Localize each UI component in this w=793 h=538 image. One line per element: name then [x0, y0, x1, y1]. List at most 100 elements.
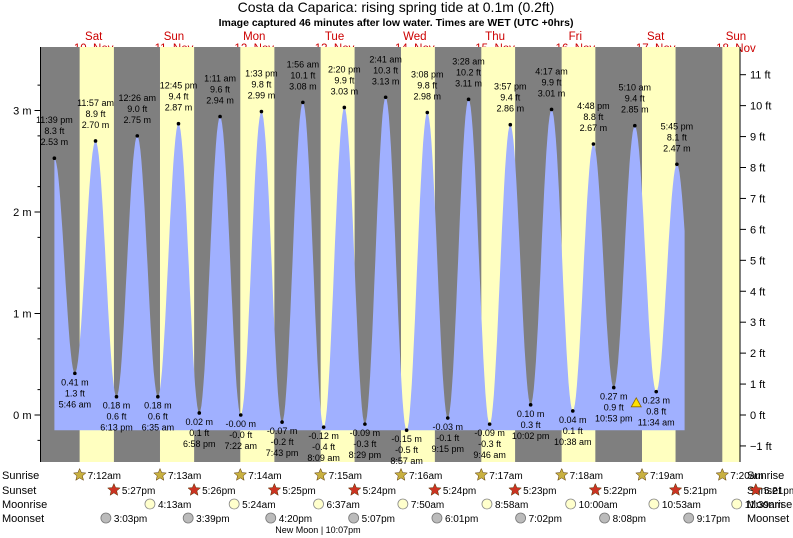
extreme-ft-label: 9.0 ft: [127, 104, 148, 114]
extreme-ft-label: 0.6 ft: [148, 412, 169, 422]
extreme-point: [197, 411, 202, 415]
sunrise-time: 7:14am: [248, 471, 281, 482]
right-tick-label: 11 ft: [750, 70, 771, 82]
moonrise-icon: [481, 498, 493, 510]
moonrise-icon: [144, 498, 156, 510]
extreme-point: [425, 110, 430, 115]
moonrise-time: 8:58am: [495, 500, 528, 511]
moonset-time: 6:01pm: [445, 514, 478, 525]
extreme-m-label: 0.41 m: [61, 377, 89, 387]
day-name-label: Sun: [726, 31, 746, 43]
sunset-icon: [187, 482, 201, 496]
extreme-point: [52, 156, 57, 161]
extreme-m-label: 0.23 m: [642, 396, 670, 406]
sunrise-time: 7:17am: [489, 471, 522, 482]
moonset-time: 3:03pm: [114, 514, 147, 525]
extreme-m-label: 2.67 m: [580, 123, 608, 133]
tide-extreme-labels: 11:39 pm8.3 ft2.53 m 0.41 m1.3 ft5:46 am 1…: [36, 54, 693, 466]
right-tick-label: 4 ft: [750, 286, 765, 298]
sunset-icon: [748, 482, 763, 496]
day-name-label: Thu: [485, 31, 505, 43]
extreme-point: [508, 122, 513, 127]
sunrise-time: 7:12am: [88, 471, 121, 482]
extreme-ft-label: 9.4 ft: [168, 92, 189, 102]
right-tick-label: 9 ft: [750, 132, 765, 144]
extreme-m-label: 3.11 m: [455, 78, 482, 88]
moonrise-icon: [228, 498, 240, 510]
extreme-time-label: 5:46 am: [59, 399, 92, 409]
extreme-m-label: 0.18 m: [103, 401, 131, 411]
right-tick-label: 5 ft: [750, 255, 765, 267]
extreme-time-label: 1:56 am: [287, 59, 320, 69]
sunrise-icon: [153, 467, 167, 481]
extreme-m-label: 2.53 m: [41, 137, 69, 147]
extreme-m-label: 2.99 m: [248, 91, 276, 101]
extreme-point: [611, 385, 616, 390]
moonset-icon: [348, 512, 360, 524]
extreme-point: [114, 394, 119, 399]
sunrise-time: 7:13am: [168, 471, 201, 482]
extreme-point: [675, 162, 679, 167]
right-tick-label: −1 ft: [750, 441, 772, 453]
day-name-label: Fri: [569, 31, 582, 43]
extreme-point: [363, 422, 367, 426]
extreme-m-label: 2.86 m: [497, 104, 525, 114]
chart-title: Costa da Caparica: rising spring tide at…: [238, 0, 555, 15]
extreme-m-label: -0.03 m: [432, 422, 463, 432]
sunrise-icon: [715, 467, 730, 481]
current-tide-marker: [630, 396, 642, 408]
extreme-point: [135, 134, 140, 138]
row-label-sunset-left: Sunset: [2, 485, 36, 497]
sunset-icon: [508, 482, 522, 496]
daylight-band: [722, 47, 740, 462]
extreme-point: [654, 389, 659, 394]
right-tick-label: 7 ft: [750, 193, 765, 205]
extreme-m-label: -0.09 m: [474, 428, 505, 438]
left-tick-label: 3 m: [13, 106, 31, 118]
sunset-time: 5:24pm: [363, 486, 396, 497]
sunset-icon: [588, 482, 603, 496]
sunrise-icon: [394, 467, 408, 481]
extreme-point: [156, 394, 160, 399]
extreme-ft-label: 9.8 ft: [417, 81, 438, 91]
extreme-time-label: 4:48 pm: [577, 101, 610, 111]
row-label-moonrise-left: Moonrise: [2, 499, 47, 511]
sunset-time: 5:23pm: [523, 486, 556, 497]
right-tick-label: 2 ft: [750, 348, 765, 360]
extreme-time-label: 4:17 am: [535, 66, 568, 76]
extreme-time-label: 6:58 pm: [183, 439, 216, 449]
moonset-icon: [515, 512, 527, 524]
moonrise-icon: [731, 498, 743, 510]
extreme-ft-label: -0.3 ft: [353, 439, 377, 449]
extreme-ft-label: 0.8 ft: [646, 407, 667, 417]
extreme-point: [176, 121, 181, 126]
extreme-ft-label: 9.4 ft: [500, 93, 521, 103]
sunset-time: 5:22pm: [603, 486, 636, 497]
sunrise-time: 7:20am: [730, 471, 763, 482]
extreme-ft-label: 8.8 ft: [583, 112, 604, 122]
extreme-time-label: 3:28 am: [452, 56, 485, 66]
extreme-point: [301, 100, 305, 105]
day-name-label: Sun: [164, 31, 184, 43]
extreme-ft-label: 9.8 ft: [251, 80, 272, 90]
extreme-point: [445, 416, 450, 420]
sunrise-time: 7:15am: [329, 471, 362, 482]
extreme-point: [633, 123, 637, 128]
extreme-ft-label: 0.1 ft: [189, 428, 210, 438]
left-tick-label: 0 m: [13, 410, 31, 422]
extreme-time-label: 11:34 am: [638, 418, 675, 428]
moonset-time: 5:07pm: [362, 514, 395, 525]
extreme-ft-label: 0.3 ft: [521, 420, 542, 430]
sunset-icon: [428, 482, 442, 496]
moonset-time: 7:02pm: [529, 514, 562, 525]
left-tick-label: 2 m: [13, 207, 31, 219]
sunset-time: 5:26pm: [202, 486, 235, 497]
extreme-point: [342, 105, 347, 110]
extreme-point: [238, 413, 243, 417]
extreme-m-label: 2.94 m: [206, 96, 234, 106]
extreme-ft-label: 9.6 ft: [210, 85, 231, 95]
extreme-m-label: 2.98 m: [414, 92, 442, 102]
sunset-icon: [347, 482, 362, 496]
sunset-time: 5:27pm: [122, 486, 155, 497]
